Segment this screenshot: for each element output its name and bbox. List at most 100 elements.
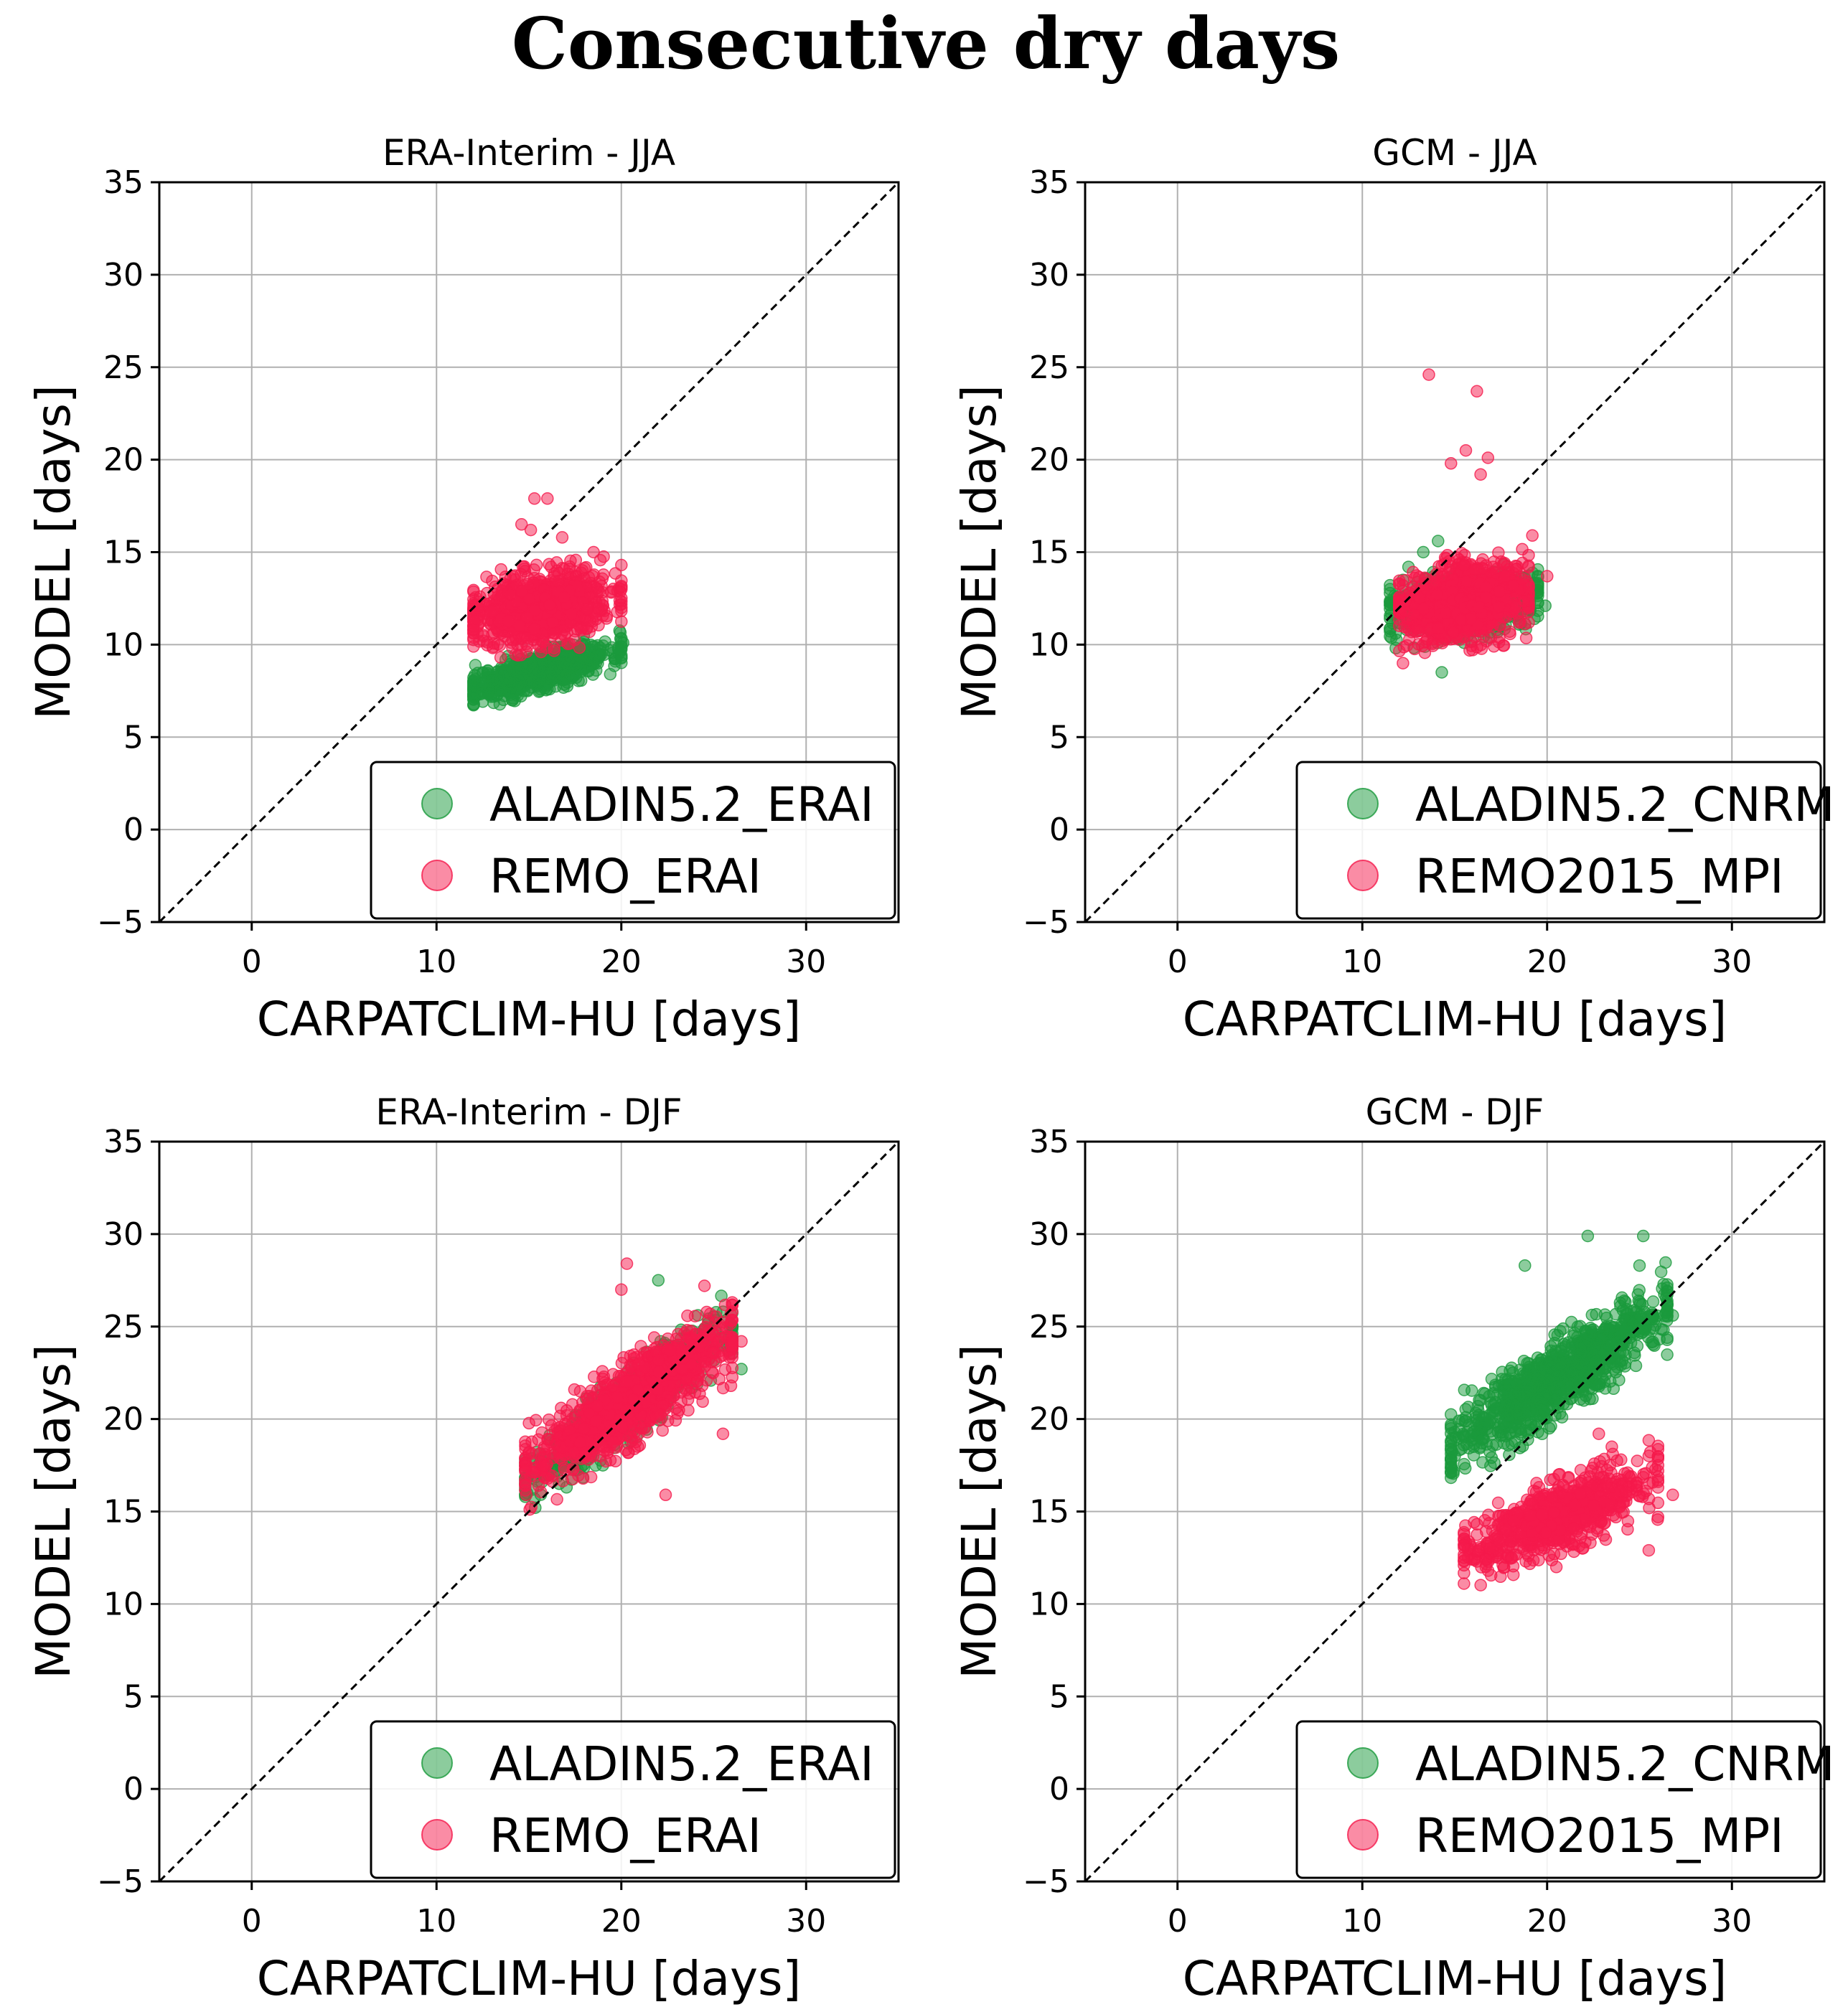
x-axis-label: CARPATCLIM-HU [days] xyxy=(257,992,801,1047)
scatter-point xyxy=(527,492,541,505)
scatter-point xyxy=(1447,626,1460,639)
x-tick-label: 30 xyxy=(1712,944,1752,980)
scatter-point xyxy=(1493,631,1506,644)
scatter-point xyxy=(1476,561,1489,575)
y-tick-label: 10 xyxy=(103,626,144,663)
scatter-point xyxy=(1430,588,1443,601)
scatter-point xyxy=(587,545,600,559)
scatter-point xyxy=(550,659,563,672)
scatter-point xyxy=(520,611,534,624)
scatter-point xyxy=(1541,570,1554,583)
scatter-point xyxy=(1460,575,1473,588)
series-2-markers xyxy=(1393,368,1554,669)
scatter-point xyxy=(1488,555,1501,568)
scatter-point xyxy=(1407,608,1421,621)
scatter-point xyxy=(604,667,617,681)
y-tick-label: 10 xyxy=(1029,626,1069,663)
x-tick-label: 10 xyxy=(416,944,456,980)
scatter-point xyxy=(471,688,484,701)
scatter-point xyxy=(700,1305,713,1319)
scatter-point xyxy=(561,568,575,580)
y-tick-label: −5 xyxy=(97,904,144,941)
scatter-point xyxy=(1479,591,1492,604)
scatter-point xyxy=(515,585,528,598)
series-2-markers xyxy=(519,1257,748,1516)
scatter-point xyxy=(541,492,554,505)
scatter-point xyxy=(616,636,630,649)
scatter-point xyxy=(566,650,579,664)
scatter-point xyxy=(612,647,625,660)
scatter-point xyxy=(1509,559,1522,573)
panel-gcm-jja: GCM - JJA CARPATCLIM-HU [days] MODEL [da… xyxy=(952,132,1834,1047)
scatter-point xyxy=(600,612,613,625)
scatter-point xyxy=(546,616,559,629)
scatter-point xyxy=(581,603,594,616)
scatter-point xyxy=(1522,548,1535,562)
scatter-point xyxy=(1526,529,1539,542)
scatter-point xyxy=(615,558,628,572)
scatter-point xyxy=(576,1472,590,1485)
scatter-point xyxy=(1397,579,1410,592)
scatter-point xyxy=(1516,573,1529,586)
scatter-point xyxy=(479,677,492,690)
scatter-point xyxy=(497,629,511,643)
scatter-point xyxy=(564,554,577,568)
scatter-point xyxy=(1455,547,1468,560)
legend-marker-series-1 xyxy=(1347,788,1379,819)
x-tick-label: 20 xyxy=(601,944,642,980)
scatter-point xyxy=(1521,606,1535,619)
scatter-point xyxy=(1432,535,1445,547)
scatter-point xyxy=(543,598,557,611)
scatter-point xyxy=(681,1310,694,1322)
scatter-point xyxy=(652,1274,665,1287)
scatter-point xyxy=(1435,636,1449,649)
scatter-point xyxy=(527,622,541,636)
panel-title: ERA-Interim - JJA xyxy=(383,132,675,174)
scatter-point xyxy=(1443,555,1455,568)
scatter-point xyxy=(1435,666,1448,679)
scatter-point xyxy=(578,562,591,575)
markers xyxy=(1384,368,1554,679)
y-axis-label: MODEL [days] xyxy=(26,385,81,719)
series-2-markers xyxy=(467,492,628,664)
y-tick-label: 35 xyxy=(103,164,144,201)
legend-marker-series-2 xyxy=(1347,860,1379,891)
legend-label-series-1: ALADIN5.2_CNRM xyxy=(1415,777,1834,832)
scatter-point xyxy=(524,523,538,537)
scatter-point xyxy=(1471,641,1483,654)
y-tick-label: 20 xyxy=(1029,442,1069,479)
scatter-point xyxy=(718,1363,732,1376)
x-axis-label: CARPATCLIM-HU [days] xyxy=(1183,992,1727,1047)
series-1-markers xyxy=(467,624,630,712)
scatter-point xyxy=(467,623,480,636)
y-tick-label: 15 xyxy=(103,535,144,571)
scatter-point xyxy=(548,627,562,640)
scatter-point xyxy=(522,592,536,606)
scatter-point xyxy=(494,651,507,664)
scatter-point xyxy=(1454,614,1468,626)
y-tick-label: −5 xyxy=(1023,904,1069,941)
panel-title: GCM - JJA xyxy=(1372,132,1537,174)
scatter-point xyxy=(467,677,480,690)
scatter-point xyxy=(1430,567,1443,580)
legend-box xyxy=(370,761,896,920)
scatter-point xyxy=(497,674,510,687)
scatter-point xyxy=(1507,578,1520,592)
x-tick-label: 0 xyxy=(242,944,262,980)
scatter-point xyxy=(565,607,578,621)
scatter-point xyxy=(597,568,610,581)
scatter-point xyxy=(521,685,534,697)
x-tick-label: 30 xyxy=(786,944,826,980)
scatter-point xyxy=(1539,599,1552,612)
scatter-point xyxy=(506,693,519,707)
one-to-one-line xyxy=(158,181,900,923)
scatter-point xyxy=(591,602,605,615)
y-tick-label: 0 xyxy=(123,812,144,848)
scatter-point xyxy=(530,558,543,572)
scatter-point xyxy=(1471,385,1483,398)
legend-label-series-2: REMO_ERAI xyxy=(489,849,761,904)
scatter-point xyxy=(634,1340,647,1353)
